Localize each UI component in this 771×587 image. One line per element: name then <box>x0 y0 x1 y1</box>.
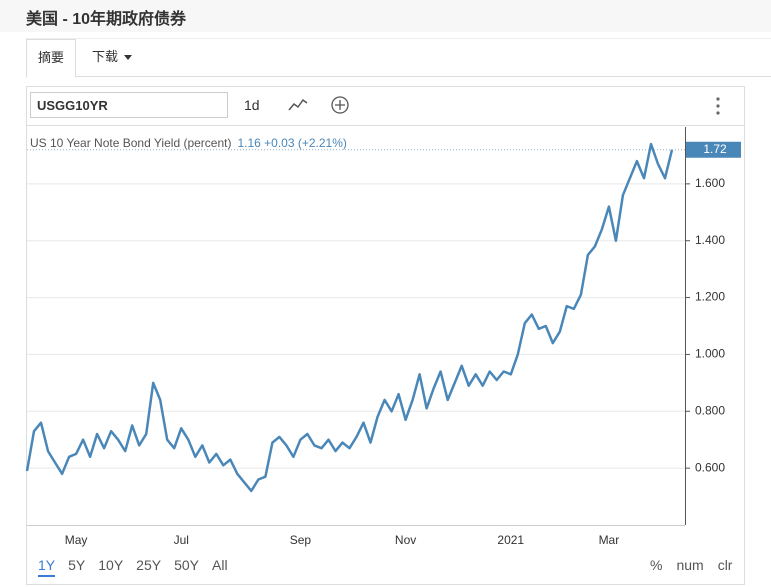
x-tick-label: Jul <box>174 533 189 547</box>
interval-button[interactable]: 1d <box>244 97 260 113</box>
range-button[interactable]: 1Y <box>38 557 56 577</box>
y-tick-label: 1.000 <box>695 347 725 361</box>
x-tick-label: Nov <box>395 533 416 547</box>
x-tick-label: 2021 <box>497 533 524 547</box>
x-tick-label: May <box>65 533 88 547</box>
range-button[interactable]: 50Y <box>174 557 200 573</box>
toolbar-icons <box>288 96 349 114</box>
y-tick-label: 1.200 <box>695 290 725 304</box>
caret <box>124 55 133 61</box>
range-bar: 1Y 5Y 10Y 25Y 50Y All <box>38 557 241 577</box>
y-tick-label: 0.600 <box>695 460 725 474</box>
x-tick-label: Mar <box>599 533 620 547</box>
series-line <box>25 142 674 493</box>
page-title: 美国 - 10年期政府债券 <box>26 11 187 28</box>
last-value-box <box>686 141 741 158</box>
range-button[interactable]: All <box>212 557 228 573</box>
tab-label: 下载 <box>92 49 119 64</box>
symbol-input[interactable]: USGG10YR <box>30 92 228 118</box>
annotation: 1.16 +0.03 (+2.21%) <box>237 136 346 150</box>
legend-label: US 10 Year Note Bond Yield (percent) <box>30 136 231 150</box>
range-button[interactable]: 10Y <box>98 557 124 573</box>
chart-panel <box>26 86 745 585</box>
chart-type-icon[interactable] <box>288 98 308 111</box>
menu-icon[interactable] <box>713 96 723 116</box>
unit-button[interactable]: num <box>676 557 704 573</box>
legend: US 10 Year Note Bond Yield (percent) 1.16… <box>30 136 347 150</box>
last-value-label: 1.72 <box>703 142 727 156</box>
tab[interactable]: 下载 <box>92 39 133 76</box>
tab[interactable]: 摘要 <box>26 39 76 78</box>
header: 美国 - 10年期政府债券 <box>0 0 771 32</box>
tab-bar: 摘要 下载 <box>26 38 771 78</box>
y-tick-label: 1.600 <box>695 176 725 190</box>
y-tick-label: 0.800 <box>695 403 725 417</box>
add-icon-plus <box>335 100 345 110</box>
x-tick-label: Sep <box>290 533 312 547</box>
range-button[interactable]: 5Y <box>68 557 86 573</box>
unit-button[interactable]: % <box>650 557 663 573</box>
unit-bar: % num clr <box>650 557 746 573</box>
unit-button[interactable]: clr <box>717 557 733 573</box>
y-tick-label: 1.400 <box>695 233 725 247</box>
range-button[interactable]: 25Y <box>136 557 162 573</box>
